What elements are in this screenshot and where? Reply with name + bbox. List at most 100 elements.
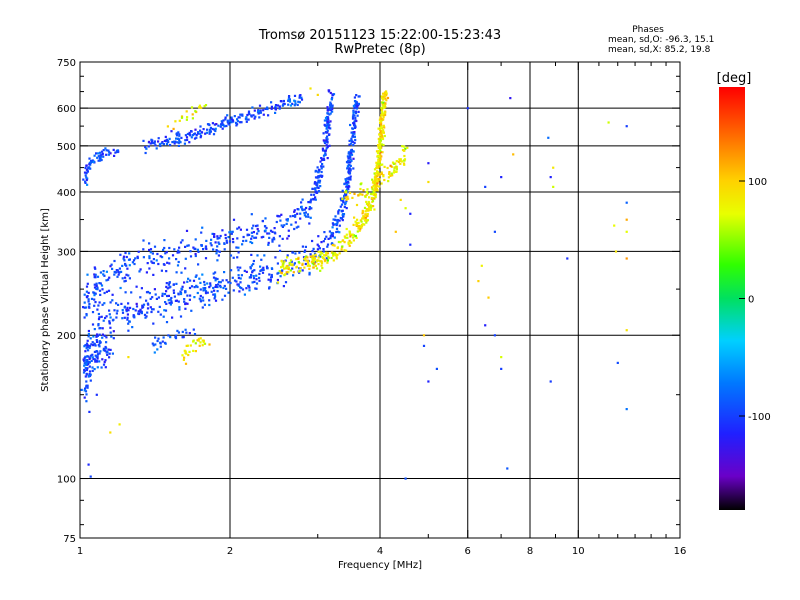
- echo-point: [487, 296, 490, 299]
- echo-point: [96, 350, 99, 353]
- echo-point: [294, 214, 297, 217]
- echo-point: [287, 98, 290, 101]
- echo-point: [162, 263, 165, 266]
- echo-point: [87, 329, 90, 333]
- echo-point: [350, 159, 353, 162]
- echo-point: [181, 239, 184, 242]
- echo-point: [225, 239, 228, 242]
- echo-point: [376, 178, 379, 181]
- echo-point: [164, 341, 167, 344]
- echo-point: [107, 278, 110, 281]
- echo-point: [374, 196, 377, 199]
- echo-point: [149, 142, 152, 145]
- echo-point: [385, 92, 388, 95]
- echo-point: [170, 296, 173, 300]
- echo-point: [205, 239, 208, 242]
- echo-point: [98, 151, 102, 154]
- echo-point: [274, 105, 277, 108]
- echo-point: [165, 138, 168, 141]
- echo-point: [88, 370, 92, 373]
- echo-point: [237, 274, 240, 277]
- echo-point: [170, 301, 173, 304]
- echo-point: [112, 148, 115, 151]
- echo-point: [233, 115, 236, 118]
- echo-point: [317, 186, 320, 189]
- echo-point: [166, 294, 169, 298]
- echo-point: [466, 107, 469, 110]
- echo-point: [266, 107, 269, 111]
- echo-point: [325, 144, 328, 147]
- echo-point: [87, 355, 90, 358]
- echo-point: [276, 214, 279, 217]
- echo-point: [381, 103, 384, 106]
- echo-point: [294, 252, 297, 255]
- echo-point: [206, 282, 209, 285]
- echo-point: [96, 353, 100, 356]
- echo-point: [253, 269, 256, 272]
- echo-point: [195, 274, 198, 277]
- echo-point: [299, 270, 302, 273]
- echo-point: [109, 301, 112, 304]
- echo-point: [351, 196, 354, 199]
- echo-point: [252, 224, 255, 227]
- echo-point: [368, 202, 371, 205]
- echo-point: [359, 228, 362, 231]
- echo-point: [329, 105, 332, 108]
- echo-point: [322, 240, 325, 243]
- echo-point: [291, 263, 294, 266]
- echo-point: [140, 287, 143, 290]
- echo-point: [238, 226, 241, 229]
- echo-point: [165, 321, 169, 324]
- echo-point: [194, 238, 197, 241]
- echo-point: [325, 251, 328, 254]
- echo-point: [87, 300, 90, 303]
- echo-point: [625, 230, 628, 233]
- echo-point: [146, 302, 149, 305]
- echo-point: [379, 149, 382, 152]
- echo-point: [383, 92, 386, 95]
- echo-point: [163, 139, 166, 142]
- echo-point: [177, 292, 180, 295]
- echo-point: [309, 201, 312, 204]
- echo-point: [83, 368, 86, 372]
- echo-point: [379, 120, 382, 123]
- echo-point: [319, 251, 322, 254]
- echo-point: [242, 239, 245, 243]
- echo-point: [341, 209, 344, 212]
- echo-point: [190, 309, 193, 312]
- echo-point: [406, 146, 409, 149]
- echo-point: [348, 161, 351, 164]
- echo-point: [230, 121, 233, 124]
- echo-point: [247, 118, 250, 121]
- echo-point: [104, 349, 107, 352]
- echo-point: [384, 111, 387, 114]
- echo-point: [188, 286, 192, 290]
- echo-point: [388, 172, 391, 175]
- echo-point: [258, 104, 262, 107]
- echo-point: [382, 92, 385, 95]
- echo-point: [379, 128, 382, 131]
- echo-point: [98, 316, 101, 319]
- echo-point: [225, 287, 228, 290]
- echo-point: [312, 266, 315, 269]
- echo-point: [512, 153, 515, 156]
- echo-point: [83, 306, 86, 309]
- echo-point: [191, 134, 194, 137]
- echo-point: [174, 120, 177, 123]
- echo-point: [352, 109, 355, 112]
- echo-point: [94, 344, 97, 347]
- echo-point: [361, 209, 364, 212]
- echo-point: [181, 285, 184, 288]
- echo-point: [174, 334, 178, 337]
- echo-point: [104, 147, 107, 150]
- echo-point: [380, 117, 383, 121]
- echo-point: [367, 200, 370, 204]
- echo-point: [327, 89, 330, 92]
- echo-point: [386, 96, 390, 100]
- echo-point: [318, 175, 321, 178]
- echo-point: [329, 91, 332, 95]
- echo-point: [353, 132, 356, 135]
- echo-point: [325, 118, 328, 121]
- echo-point: [427, 380, 430, 383]
- echo-point: [237, 116, 240, 119]
